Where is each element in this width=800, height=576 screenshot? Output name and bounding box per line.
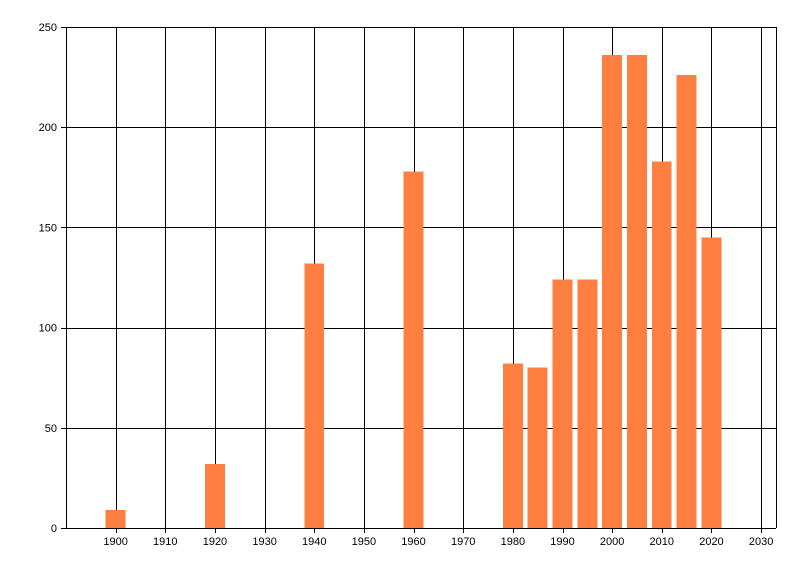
bar-2010 bbox=[651, 161, 672, 528]
y-tick-label: 0 bbox=[51, 523, 57, 535]
x-tick-label: 1960 bbox=[401, 536, 425, 548]
x-tick-label: 2030 bbox=[749, 536, 773, 548]
bar-2005 bbox=[627, 55, 647, 528]
bar-2020 bbox=[701, 237, 722, 529]
y-tick-label: 150 bbox=[39, 222, 57, 234]
x-tick-label: 1940 bbox=[302, 536, 326, 548]
bar-1990 bbox=[552, 279, 573, 528]
bar-1940 bbox=[304, 263, 325, 528]
x-tick-label: 1900 bbox=[103, 536, 127, 548]
bar-2000 bbox=[602, 55, 623, 528]
bar-2015 bbox=[676, 75, 697, 528]
bar-1920 bbox=[205, 463, 225, 528]
x-tick-label: 1970 bbox=[451, 536, 475, 548]
x-tick-label: 1920 bbox=[203, 536, 227, 548]
x-tick-label: 1980 bbox=[501, 536, 525, 548]
bar-1900 bbox=[105, 509, 126, 528]
x-tick-label: 2000 bbox=[600, 536, 624, 548]
y-tick-label: 50 bbox=[45, 423, 57, 435]
x-tick-label: 1950 bbox=[352, 536, 376, 548]
bar-1980 bbox=[502, 363, 523, 528]
y-tick-labels: 0 50 100 150 200 250 bbox=[39, 22, 57, 535]
x-tick-label: 2020 bbox=[699, 536, 723, 548]
x-tick-label: 1930 bbox=[252, 536, 276, 548]
y-tick-label: 250 bbox=[39, 22, 57, 34]
bar-1960 bbox=[403, 171, 424, 528]
x-tick-label: 2010 bbox=[650, 536, 674, 548]
bar-1985 bbox=[527, 367, 548, 528]
y-tick-label: 200 bbox=[39, 122, 57, 134]
x-tick-label: 1910 bbox=[153, 536, 177, 548]
x-tick-label: 1990 bbox=[550, 536, 574, 548]
bar-1995 bbox=[577, 279, 598, 528]
bars bbox=[105, 55, 722, 529]
y-tick-label: 100 bbox=[39, 323, 57, 335]
axes bbox=[61, 27, 776, 533]
x-tick-labels: 1900 1910 1920 1930 1940 1950 1960 1970 1980 1990… bbox=[103, 536, 773, 548]
